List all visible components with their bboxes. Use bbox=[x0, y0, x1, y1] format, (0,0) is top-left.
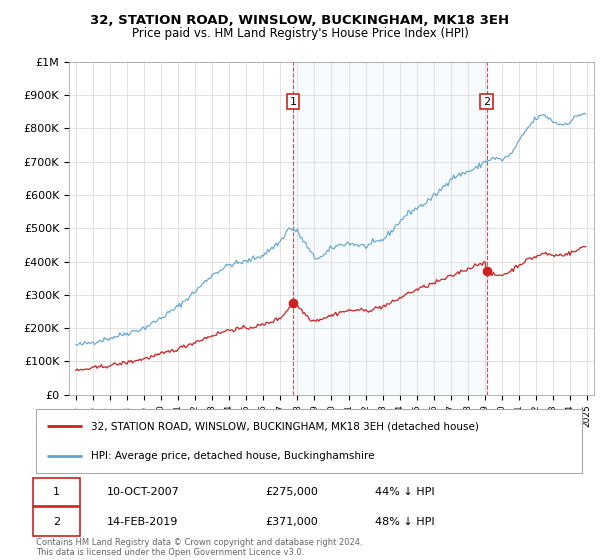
FancyBboxPatch shape bbox=[33, 507, 80, 536]
Text: £371,000: £371,000 bbox=[265, 516, 318, 526]
Text: 10-OCT-2007: 10-OCT-2007 bbox=[107, 487, 180, 497]
Text: 32, STATION ROAD, WINSLOW, BUCKINGHAM, MK18 3EH (detached house): 32, STATION ROAD, WINSLOW, BUCKINGHAM, M… bbox=[91, 421, 478, 431]
Text: £275,000: £275,000 bbox=[265, 487, 318, 497]
Bar bbox=[293, 62, 487, 395]
Text: Price paid vs. HM Land Registry's House Price Index (HPI): Price paid vs. HM Land Registry's House … bbox=[131, 27, 469, 40]
FancyBboxPatch shape bbox=[33, 478, 80, 506]
Text: 2: 2 bbox=[483, 96, 490, 106]
Text: 2: 2 bbox=[53, 516, 61, 526]
Text: 32, STATION ROAD, WINSLOW, BUCKINGHAM, MK18 3EH: 32, STATION ROAD, WINSLOW, BUCKINGHAM, M… bbox=[91, 14, 509, 27]
Text: 48% ↓ HPI: 48% ↓ HPI bbox=[374, 516, 434, 526]
Text: 14-FEB-2019: 14-FEB-2019 bbox=[107, 516, 178, 526]
Text: HPI: Average price, detached house, Buckinghamshire: HPI: Average price, detached house, Buck… bbox=[91, 451, 374, 461]
Text: 1: 1 bbox=[53, 487, 60, 497]
Text: Contains HM Land Registry data © Crown copyright and database right 2024.
This d: Contains HM Land Registry data © Crown c… bbox=[36, 538, 362, 557]
Text: 1: 1 bbox=[290, 96, 296, 106]
Text: 44% ↓ HPI: 44% ↓ HPI bbox=[374, 487, 434, 497]
